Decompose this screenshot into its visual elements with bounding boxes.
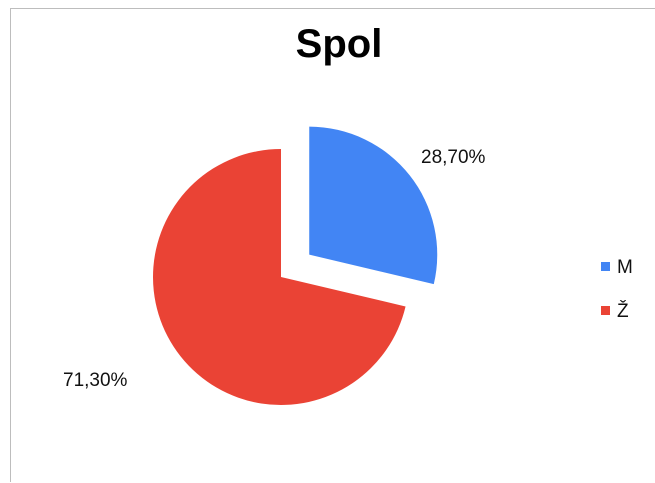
pie-chart: Spol 28,70% 71,30% M Ž [63,22,633,405]
data-label-m: 28,70% [421,147,486,168]
chart-frame: Spol 28,70% 71,30% M Ž [10,8,655,482]
legend: M Ž [601,257,633,322]
pie-slice-z [152,149,406,405]
legend-label-z: Ž [617,300,629,322]
legend-label-m: M [617,257,633,278]
pie-slice-m [309,126,438,285]
legend-swatch-m [601,262,610,271]
data-label-z: 71,30% [63,370,128,391]
chart-title: Spol [296,22,383,66]
data-labels: 28,70% 71,30% [63,147,486,391]
legend-swatch-z [601,306,610,315]
pie-slices [152,126,438,405]
